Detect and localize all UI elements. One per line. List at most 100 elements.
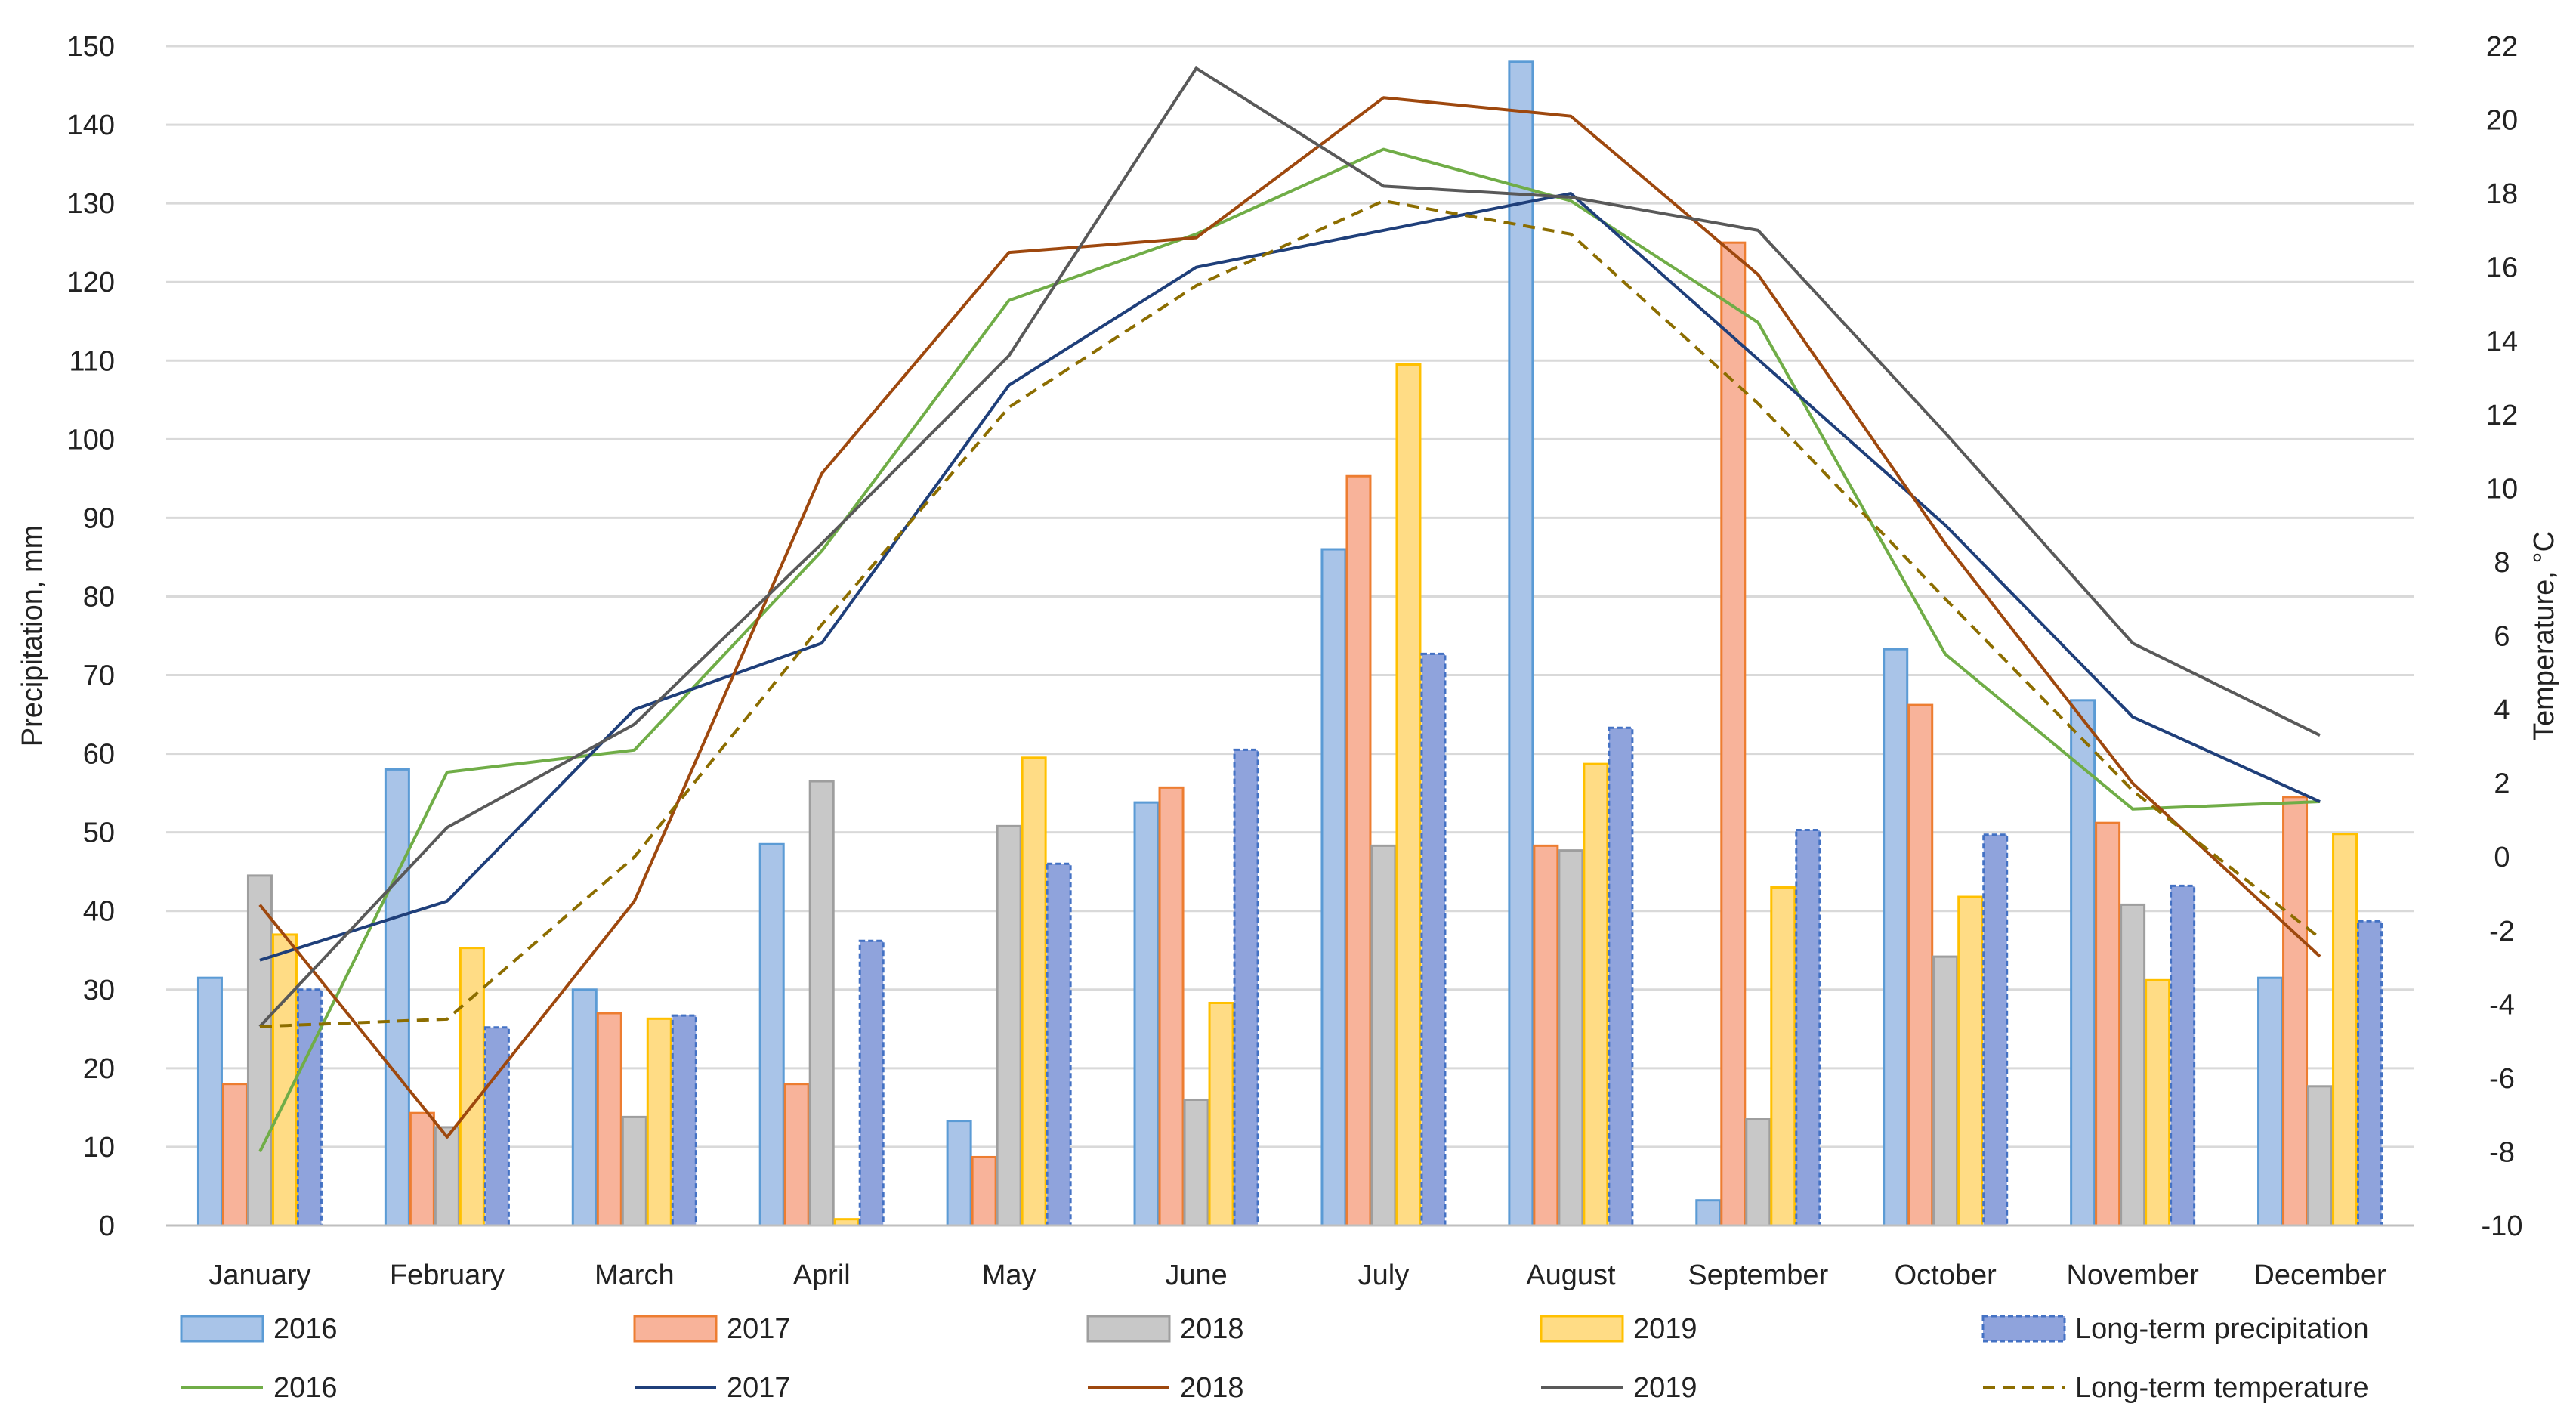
y-tick-label: 90 <box>83 502 115 534</box>
legend-label: 2018 <box>1180 1313 1244 1345</box>
bar-2017-december <box>2282 796 2309 1227</box>
line-series-2018 <box>258 96 2321 1139</box>
bar-2019-november <box>2145 978 2171 1227</box>
legend-label: 2017 <box>727 1313 791 1345</box>
x-tick-label-april: April <box>793 1260 851 1291</box>
bar-2016-may <box>946 1120 972 1227</box>
legend-item-line-2019: 2019 <box>1541 1372 1697 1404</box>
y-tick-label: 60 <box>83 739 115 771</box>
line-series-2019 <box>258 66 2321 1028</box>
bar-2017-march <box>596 1012 622 1227</box>
y2-tick-label: -2 <box>2489 916 2515 947</box>
bar-2016-april <box>758 842 785 1227</box>
legend: 2016 2017 2018 2019 Long-term precipitation 2… <box>180 1313 2369 1404</box>
x-tick-label-march: March <box>595 1260 675 1291</box>
bar-long-term-precipitation-july <box>1420 652 1447 1227</box>
bar-2019-march <box>646 1017 672 1227</box>
bar-2019-february <box>459 947 485 1227</box>
bar-2016-september <box>1695 1199 1722 1227</box>
bar-2018-february <box>434 1126 460 1227</box>
y2-tick-label: -4 <box>2489 989 2515 1021</box>
y-tick-label: 110 <box>69 345 115 377</box>
legend-item-line-long-term-temperature: Long-term temperature <box>1983 1372 2369 1404</box>
legend-item-line-2018: 2018 <box>1088 1372 1244 1404</box>
bar-2018-march <box>621 1115 647 1227</box>
line-series-long-term-temperature <box>259 199 2321 1028</box>
line-series-2016 <box>258 147 2321 1153</box>
y-tick-label: 150 <box>67 31 115 63</box>
x-tick-label-may: May <box>982 1260 1036 1291</box>
bar-2018-december <box>2307 1085 2334 1227</box>
bar-2017-june <box>1158 786 1185 1227</box>
bar-2019-january <box>271 933 298 1227</box>
x-tick-label-september: September <box>1688 1260 1828 1291</box>
x-tick-label-october: October <box>1895 1260 1997 1291</box>
bar-2019-september <box>1770 886 1796 1227</box>
y-tick-label: 30 <box>83 975 115 1006</box>
bar-2016-january <box>196 976 223 1227</box>
legend-swatch <box>1540 1315 1624 1343</box>
bar-long-term-precipitation-february <box>483 1026 510 1227</box>
y-tick-label: 120 <box>67 267 115 298</box>
bar-2019-december <box>2332 833 2358 1227</box>
line-series-group <box>258 66 2321 1153</box>
y2-tick-label: 14 <box>2486 326 2518 357</box>
bar-2018-january <box>246 874 273 1227</box>
x-tick-label-july: July <box>1358 1260 1410 1291</box>
x-tick-label-december: December <box>2253 1260 2386 1291</box>
y-tick-label: 10 <box>83 1132 115 1164</box>
legend-label: 2016 <box>273 1313 338 1345</box>
legend-swatch <box>633 1315 718 1343</box>
y2-axis-title: Temperature, °C <box>2528 531 2560 740</box>
x-tick-label-january: January <box>208 1260 310 1291</box>
bar-2017-may <box>971 1155 997 1227</box>
y-tick-label: 100 <box>67 424 115 456</box>
y-tick-label: 40 <box>83 896 115 928</box>
y2-tick-label: 4 <box>2494 694 2510 726</box>
y2-tick-label: 6 <box>2494 621 2510 653</box>
legend-item-bar-2018: 2018 <box>1086 1313 1244 1345</box>
legend-item-bar-2019: 2019 <box>1540 1313 1697 1345</box>
bar-2018-june <box>1183 1098 1209 1227</box>
legend-label: 2016 <box>273 1372 338 1404</box>
bar-series-2016 <box>196 60 2284 1227</box>
bar-long-term-precipitation-august <box>1608 726 1634 1227</box>
legend-item-line-2016: 2016 <box>181 1372 338 1404</box>
legend-item-bar-2017: 2017 <box>633 1313 791 1345</box>
bar-2019-august <box>1583 762 1609 1227</box>
bar-series-group <box>196 60 2383 1227</box>
bar-2018-april <box>808 780 835 1227</box>
y2-tick-label: 12 <box>2486 400 2518 431</box>
y2-tick-label: -6 <box>2489 1063 2515 1095</box>
bar-2018-july <box>1370 844 1397 1227</box>
legend-label: 2018 <box>1180 1372 1244 1404</box>
bar-long-term-precipitation-november <box>2170 884 2196 1227</box>
bar-2017-september <box>1720 241 1747 1227</box>
bar-2016-july <box>1320 548 1347 1227</box>
bar-2019-october <box>1957 895 1984 1227</box>
y-tick-label: 20 <box>83 1053 115 1085</box>
tick-labels: 0102030405060708090100110120130140150-10… <box>17 31 2560 1291</box>
legend-item-bar-long-term-precipitation: Long-term precipitation <box>1981 1313 2369 1345</box>
legend-label: 2019 <box>1633 1313 1697 1345</box>
bar-series-2017 <box>221 241 2309 1227</box>
bar-2018-september <box>1745 1118 1771 1227</box>
bar-2016-december <box>2257 976 2284 1227</box>
y-tick-label: 70 <box>83 660 115 692</box>
y2-tick-label: 22 <box>2486 31 2518 63</box>
line-series-2017 <box>259 192 2321 962</box>
legend-swatch <box>1981 1315 2066 1343</box>
bar-2017-january <box>221 1083 248 1227</box>
y2-tick-label: 16 <box>2486 252 2518 284</box>
x-tick-label-august: August <box>1526 1260 1616 1291</box>
bar-2017-november <box>2095 821 2121 1227</box>
gridlines <box>166 45 2414 1148</box>
bar-2018-may <box>996 824 1022 1227</box>
legend-item-line-2017: 2017 <box>635 1372 791 1404</box>
bar-series-2018 <box>246 780 2334 1227</box>
bar-2018-october <box>1932 955 1959 1227</box>
y2-tick-label: -10 <box>2482 1210 2523 1242</box>
bar-2016-february <box>384 768 410 1227</box>
